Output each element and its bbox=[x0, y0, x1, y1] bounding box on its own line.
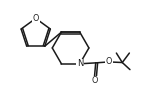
Text: O: O bbox=[91, 76, 98, 85]
Text: O: O bbox=[106, 57, 112, 66]
Text: O: O bbox=[33, 14, 39, 23]
Text: N: N bbox=[77, 59, 83, 68]
